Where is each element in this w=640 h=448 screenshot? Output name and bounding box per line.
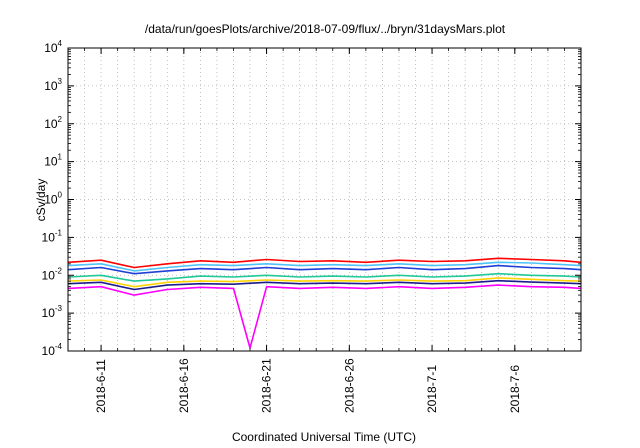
y-tick-label: 100 [44,191,62,207]
y-tick-label: 101 [44,153,62,169]
y-tick-label: 10-1 [42,228,63,244]
y-tick-label: 103 [44,77,62,93]
x-tick-label: 2018-6-21 [260,358,274,413]
series-line-1 [67,257,582,269]
x-axis-label: Coordinated Universal Time (UTC) [232,430,416,444]
y-tick-label: 10-3 [42,304,63,320]
series-line-6 [67,279,582,291]
x-tick-label: 2018-6-26 [342,358,356,413]
series-line-7 [67,284,582,349]
x-tick-label: 2018-7-6 [508,365,522,413]
x-tick-label: 2018-7-1 [425,365,439,413]
y-axis-label: cSv/day [34,179,48,222]
x-tick-label: 2018-6-16 [177,358,191,413]
series-line-5 [67,277,582,288]
series-group [67,257,582,349]
grid [68,48,581,351]
series-line-4 [67,272,582,282]
series-line-2 [67,261,582,272]
y-tick-label: 104 [44,39,62,55]
y-tick-label: 10-4 [42,342,63,358]
y-tick-label: 102 [44,115,62,131]
x-tick-label: 2018-6-11 [94,359,108,413]
y-ticks: 10-4 10-3 10-2 10-1 100 101 102 103 104 [42,39,581,358]
x-ticks: 2018-6-11 2018-6-16 2018-6-21 2018-6-26 2018… [84,48,565,413]
y-tick-label: 10-2 [42,266,63,282]
chart-title: /data/run/goesPlots/archive/2018-07-09/f… [145,22,506,36]
series-line-3 [67,264,582,275]
